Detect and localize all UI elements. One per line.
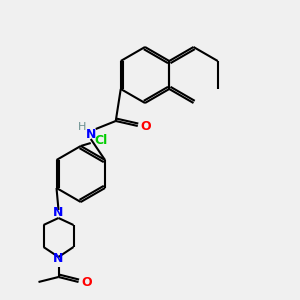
Text: O: O <box>81 275 92 289</box>
Text: O: O <box>140 119 151 133</box>
Text: N: N <box>53 206 64 218</box>
Text: N: N <box>85 128 96 140</box>
Text: Cl: Cl <box>94 134 107 148</box>
Text: N: N <box>53 253 64 266</box>
Text: H: H <box>78 122 86 132</box>
